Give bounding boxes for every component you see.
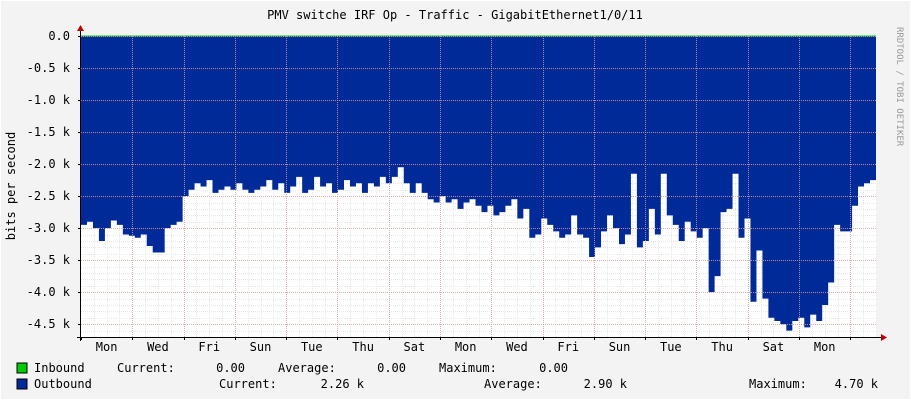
legend-row-inbound: Inbound Current: 0.00 Average: 0.00 Maxi… <box>16 361 568 375</box>
y-tick-label: -3.0 k <box>27 221 71 235</box>
x-tick-label: Mon <box>96 340 118 354</box>
outbound-swatch <box>16 378 28 390</box>
x-tick-label: Sat <box>404 340 426 354</box>
outbound-average-value: 2.90 k <box>584 377 628 391</box>
inbound-name: Inbound <box>34 361 85 375</box>
x-tick-label: Sat <box>763 340 785 354</box>
y-axis-arrow <box>77 25 84 31</box>
y-tick-label: -4.0 k <box>27 285 71 299</box>
outbound-current-value: 2.26 k <box>321 377 365 391</box>
x-tick-label: Sun <box>250 340 272 354</box>
y-tick-label: 0.0 <box>48 29 70 43</box>
y-tick-label: -4.5 k <box>27 317 71 331</box>
inbound-average-label: Average: <box>278 361 336 375</box>
y-tick-label: -2.5 k <box>27 189 71 203</box>
x-axis-arrow <box>881 334 887 341</box>
inbound-swatch <box>16 362 28 374</box>
x-tick-label: Fri <box>198 340 220 354</box>
y-tick-label: -3.5 k <box>27 253 71 267</box>
outbound-average-label: Average: <box>484 377 542 391</box>
legend-row-outbound: Outbound Current: 2.26 k Average: 2.90 k… <box>16 377 879 391</box>
x-tick-label: Sun <box>609 340 631 354</box>
x-tick-label: Wed <box>506 340 528 354</box>
rrdtool-watermark: RRDTOOL / TOBI OETIKER <box>894 27 904 147</box>
x-tick-label: Tue <box>301 340 323 354</box>
x-tick-label: Thu <box>711 340 733 354</box>
y-tick-label: -0.5 k <box>27 61 71 75</box>
outbound-maximum-value: 4.70 k <box>835 377 879 391</box>
x-tick-label: Fri <box>557 340 579 354</box>
x-tick-label: Tue <box>660 340 682 354</box>
x-tick-labels: Mon Wed Fri Sun Tue Thu Sat Mon Wed Fri Sun Tue Thu S… <box>96 340 836 354</box>
inbound-maximum-value: 0.00 <box>539 361 568 375</box>
outbound-area <box>81 36 876 331</box>
outbound-maximum-label: Maximum: <box>749 377 807 391</box>
inbound-current-label: Current: <box>117 361 175 375</box>
y-tick-label: -2.0 k <box>27 157 71 171</box>
x-tick-label: Mon <box>814 340 836 354</box>
inbound-maximum-label: Maximum: <box>439 361 497 375</box>
inbound-current-value: 0.00 <box>216 361 245 375</box>
x-tick-label: Thu <box>352 340 374 354</box>
major-grid <box>81 36 876 337</box>
chart-title: PMV switche IRF Op - Traffic - GigabitEt… <box>267 8 643 22</box>
inbound-average-value: 0.00 <box>377 361 406 375</box>
y-tick-labels: 0.0 -0.5 k -1.0 k -1.5 k -2.0 k -2.5 k -3.0 k -… <box>27 29 71 331</box>
legend: Inbound Current: 0.00 Average: 0.00 Maxi… <box>16 361 879 391</box>
outbound-current-label: Current: <box>219 377 277 391</box>
y-tick-label: -1.0 k <box>27 93 71 107</box>
y-axis-label: bits per second <box>4 132 18 240</box>
axes <box>77 25 887 341</box>
y-tick-label: -1.5 k <box>27 125 71 139</box>
x-tick-label: Mon <box>455 340 477 354</box>
x-tick-label: Wed <box>147 340 169 354</box>
outbound-name: Outbound <box>34 377 92 391</box>
